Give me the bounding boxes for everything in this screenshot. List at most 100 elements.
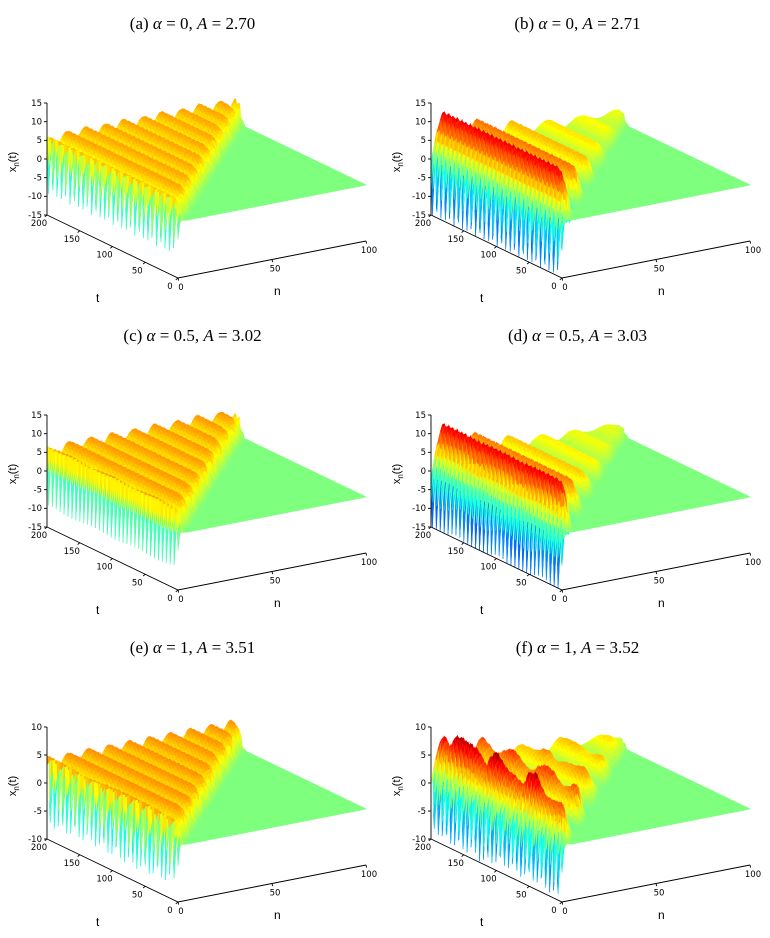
z-axis-label: xn(t) xyxy=(7,776,21,796)
t-axis-label: t xyxy=(96,291,100,305)
surface-plot-d: xn(t) t n xyxy=(390,382,766,622)
alpha-value: 0.5 xyxy=(173,326,195,345)
alpha-symbol: α xyxy=(538,14,548,33)
equals-sign: = xyxy=(592,14,611,33)
equals-sign: = xyxy=(207,14,226,33)
z-label-sub: n xyxy=(396,162,406,167)
surface-plot-f: xn(t) t n xyxy=(390,694,766,934)
z-label-base: x xyxy=(6,478,19,485)
subplot-caption-d: (d) α = 0.5, A = 3.03 xyxy=(385,326,770,350)
A-value: 3.52 xyxy=(609,638,640,657)
caption-index: (f) xyxy=(515,638,537,657)
equals-sign: = xyxy=(207,638,226,657)
equals-sign: = xyxy=(161,14,180,33)
surface-canvas-b xyxy=(390,70,766,310)
surface-canvas-d xyxy=(390,382,766,622)
A-value: 3.03 xyxy=(617,326,648,345)
alpha-symbol: α xyxy=(152,638,162,657)
n-axis-label: n xyxy=(274,284,281,298)
caption-index: (a) xyxy=(129,14,153,33)
t-axis-label: t xyxy=(96,915,100,929)
surface-plot-b: xn(t) t n xyxy=(390,70,766,310)
equals-sign: = xyxy=(547,14,566,33)
plot-row-1: xn(t) t n xn(t) t n xyxy=(0,70,770,310)
z-axis-label: xn(t) xyxy=(7,464,21,484)
comma: , xyxy=(194,326,204,345)
plot-row-3: xn(t) t n xn(t) t n xyxy=(0,694,770,934)
A-value: 3.51 xyxy=(225,638,256,657)
equals-sign: = xyxy=(540,326,560,345)
A-symbol: A xyxy=(581,638,592,657)
subplot-caption-a: (a) α = 0, A = 2.70 xyxy=(0,14,385,38)
z-label-sub: n xyxy=(396,474,406,479)
z-label-sub: n xyxy=(12,162,22,167)
A-symbol: A xyxy=(196,14,208,33)
comma: , xyxy=(573,14,583,33)
equals-sign: = xyxy=(213,326,232,345)
A-value: 2.71 xyxy=(610,14,641,33)
A-symbol: A xyxy=(582,14,593,33)
z-label-sub: n xyxy=(12,786,22,791)
z-label-base: x xyxy=(6,790,19,797)
z-label-tail: (t) xyxy=(390,151,403,163)
z-axis-label: xn(t) xyxy=(391,776,405,796)
A-symbol: A xyxy=(196,638,208,657)
caption-index: (c) xyxy=(123,326,147,345)
caption-index: (d) xyxy=(507,326,533,345)
t-axis-label: t xyxy=(96,603,100,617)
surface-canvas-a xyxy=(6,70,382,310)
alpha-value: 0 xyxy=(565,14,574,33)
n-axis-label: n xyxy=(274,908,281,922)
equals-sign: = xyxy=(155,326,174,345)
subplot-caption-e: (e) α = 1, A = 3.51 xyxy=(0,638,385,662)
surface-plot-a: xn(t) t n xyxy=(6,70,382,310)
A-symbol: A xyxy=(203,326,214,345)
z-label-base: x xyxy=(390,790,403,797)
figure-row-2: (c) α = 0.5, A = 3.02 (d) α = 0.5, A = 3… xyxy=(0,312,770,624)
z-label-tail: (t) xyxy=(6,151,19,163)
subplot-caption-c: (c) α = 0.5, A = 3.02 xyxy=(0,326,385,350)
subplot-caption-f: (f) α = 1, A = 3.52 xyxy=(385,638,770,662)
t-axis-label: t xyxy=(480,291,484,305)
alpha-value: 1 xyxy=(179,638,189,657)
A-value: 2.70 xyxy=(225,14,256,33)
surface-canvas-c xyxy=(6,382,382,622)
figure-row-3: (e) α = 1, A = 3.51 (f) α = 1, A = 3.52 … xyxy=(0,624,770,936)
plot-row-2: xn(t) t n xn(t) t n xyxy=(0,382,770,622)
z-axis-label: xn(t) xyxy=(7,152,21,172)
surface-plot-c: xn(t) t n xyxy=(6,382,382,622)
alpha-value: 0 xyxy=(179,14,189,33)
equals-sign: = xyxy=(545,638,565,657)
alpha-symbol: α xyxy=(532,326,541,345)
z-axis-label: xn(t) xyxy=(391,464,405,484)
comma: , xyxy=(188,638,197,657)
A-value: 3.02 xyxy=(231,326,262,345)
equals-sign: = xyxy=(161,638,180,657)
surface-canvas-e xyxy=(6,694,382,934)
caption-row-3: (e) α = 1, A = 3.51 (f) α = 1, A = 3.52 xyxy=(0,638,770,662)
caption-index: (e) xyxy=(129,638,153,657)
caption-index: (b) xyxy=(514,14,539,33)
alpha-symbol: α xyxy=(152,14,162,33)
z-label-sub: n xyxy=(396,786,406,791)
figure-row-1: (a) α = 0, A = 2.70 (b) α = 0, A = 2.71 … xyxy=(0,0,770,312)
alpha-symbol: α xyxy=(146,326,156,345)
z-label-tail: (t) xyxy=(390,775,403,787)
equals-sign: = xyxy=(599,326,618,345)
alpha-value: 0.5 xyxy=(559,326,581,345)
comma: , xyxy=(572,638,582,657)
comma: , xyxy=(188,14,197,33)
z-label-tail: (t) xyxy=(390,463,403,475)
n-axis-label: n xyxy=(658,596,665,610)
surface-plot-e: xn(t) t n xyxy=(6,694,382,934)
subplot-caption-b: (b) α = 0, A = 2.71 xyxy=(385,14,770,38)
caption-row-2: (c) α = 0.5, A = 3.02 (d) α = 0.5, A = 3… xyxy=(0,326,770,350)
z-label-sub: n xyxy=(12,474,22,479)
z-label-base: x xyxy=(390,166,403,173)
z-label-base: x xyxy=(390,478,403,485)
alpha-symbol: α xyxy=(536,638,546,657)
alpha-value: 1 xyxy=(564,638,573,657)
surface-canvas-f xyxy=(390,694,766,934)
caption-row-1: (a) α = 0, A = 2.70 (b) α = 0, A = 2.71 xyxy=(0,14,770,38)
